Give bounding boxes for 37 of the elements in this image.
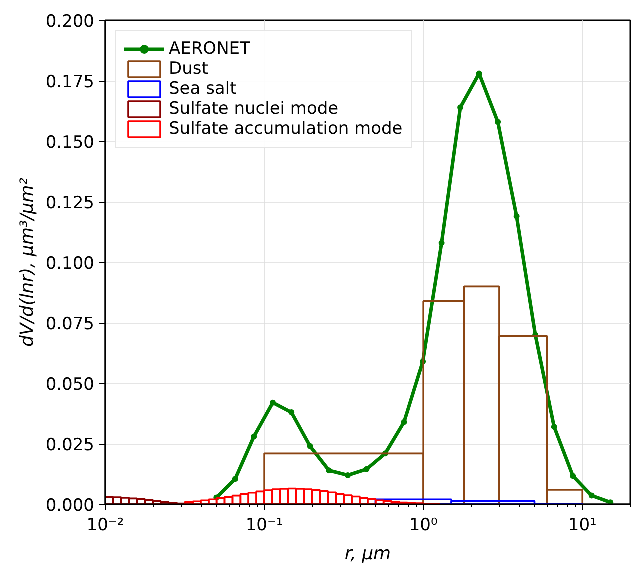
point (588, 492, 595, 499)
point (495, 119, 502, 126)
point (514, 214, 520, 220)
y-tick-label: 0.000 (46, 496, 95, 516)
y-tick-label: 0.050 (46, 375, 95, 395)
y-tick-label: 0.200 (46, 12, 95, 32)
point (326, 468, 332, 474)
x-axis-title: r, μm (344, 544, 392, 564)
point (570, 473, 576, 480)
legend-label: Sulfate nuclei mode (169, 99, 339, 119)
x-tick-label: 10¹ (568, 516, 597, 536)
point (458, 104, 464, 111)
point (438, 240, 445, 246)
y-tick-label: 0.025 (46, 436, 95, 456)
x-tick-label: 10⁻² (86, 516, 124, 536)
y-axis-title: dV/d(lnr), μm³/μm² (16, 178, 38, 347)
y-tick-label: 0.175 (46, 72, 95, 92)
legend-label: Dust (169, 59, 208, 79)
y-tick-label: 0.150 (46, 133, 95, 153)
legend-label: Sulfate accumulation mode (169, 119, 403, 139)
x-tick-label: 10⁰ (409, 516, 438, 536)
point (364, 466, 370, 472)
y-tick-label: 0.125 (46, 194, 95, 214)
point (345, 472, 352, 478)
point (270, 400, 276, 406)
legend-label: Sea salt (169, 79, 237, 99)
y-tick-label: 0.075 (46, 314, 95, 334)
point (401, 419, 408, 426)
y-tick-label: 0.100 (46, 254, 95, 274)
point (232, 476, 238, 482)
point (288, 410, 295, 416)
point (307, 443, 314, 450)
point (608, 500, 614, 504)
x-tick-label: 10⁻¹ (246, 516, 284, 536)
point (251, 434, 258, 440)
legend-label: AERONET (169, 39, 250, 59)
point (551, 424, 558, 430)
